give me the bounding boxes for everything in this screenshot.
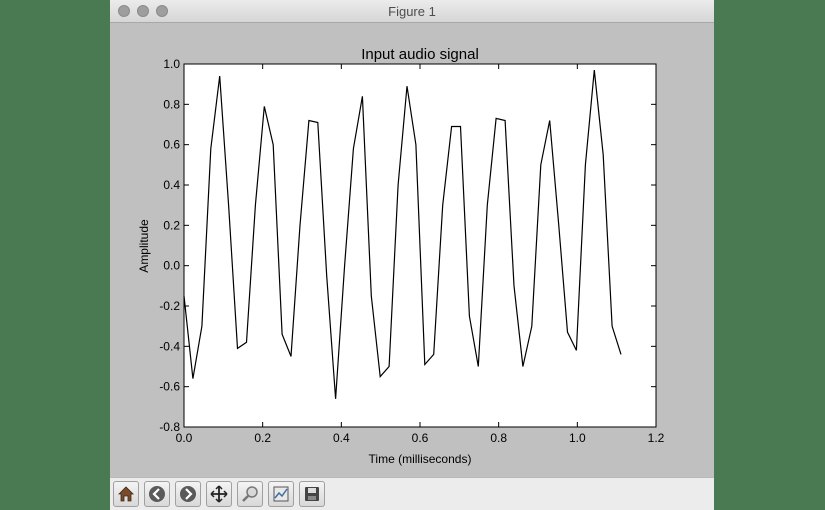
y-tick-label: -0.8 (159, 420, 180, 434)
y-tick-label: 0.6 (163, 138, 180, 152)
minimize-window-button[interactable] (137, 5, 149, 17)
y-tick-label: 1.0 (163, 57, 180, 71)
y-tick-label: 0.0 (163, 259, 180, 273)
zoom-window-button[interactable] (156, 5, 168, 17)
pan-icon (210, 485, 228, 503)
pan-button[interactable] (206, 481, 232, 507)
figure-window: Figure 1 Input audio signal Time (millis… (110, 0, 714, 510)
save-icon (305, 487, 319, 501)
x-tick-label: 0.8 (490, 431, 507, 445)
x-tick-label: 1.2 (648, 431, 665, 445)
y-tick-label: 0.4 (163, 178, 180, 192)
line-chart: Input audio signal Time (milliseconds) A… (137, 46, 665, 466)
window-title: Figure 1 (388, 4, 436, 19)
zoom-icon (242, 486, 258, 502)
x-tick-label: 0.4 (333, 431, 350, 445)
series-signal (183, 70, 622, 399)
close-window-button[interactable] (118, 5, 130, 17)
y-tick-label: 0.8 (163, 97, 180, 111)
signal-line (183, 70, 622, 399)
x-axis-label: Time (milliseconds) (369, 452, 472, 466)
home-button[interactable] (113, 481, 139, 507)
title-bar: Figure 1 (110, 0, 714, 23)
home-icon (118, 486, 134, 502)
chart-title: Input audio signal (361, 46, 479, 63)
configure-subplots-button[interactable] (268, 481, 294, 507)
navigation-toolbar (110, 477, 714, 510)
x-tick-label: 0.2 (254, 431, 271, 445)
y-tick-label: -0.4 (159, 339, 180, 353)
forward-button[interactable] (175, 481, 201, 507)
configure-subplots-icon (273, 486, 289, 502)
y-tick-label: -0.2 (159, 299, 180, 313)
y-tick-label: 0.2 (163, 218, 180, 232)
x-tick-label: 0.6 (412, 431, 429, 445)
x-tick-label: 0.0 (176, 431, 193, 445)
back-button[interactable] (144, 481, 170, 507)
y-axis-label: Amplitude (137, 219, 151, 273)
x-tick-label: 1.0 (569, 431, 586, 445)
back-arrow-icon (149, 486, 165, 502)
y-tick-label: -0.6 (159, 380, 180, 394)
axis-ticks: 0.0 0.2 0.4 0.6 0.8 1.0 1.2 -0.8 -0.6 -0.4 -0.2 0.0… (159, 57, 664, 445)
save-button[interactable] (299, 481, 325, 507)
figure-canvas[interactable]: Input audio signal Time (milliseconds) A… (110, 23, 714, 476)
zoom-button[interactable] (237, 481, 263, 507)
forward-arrow-icon (180, 486, 196, 502)
